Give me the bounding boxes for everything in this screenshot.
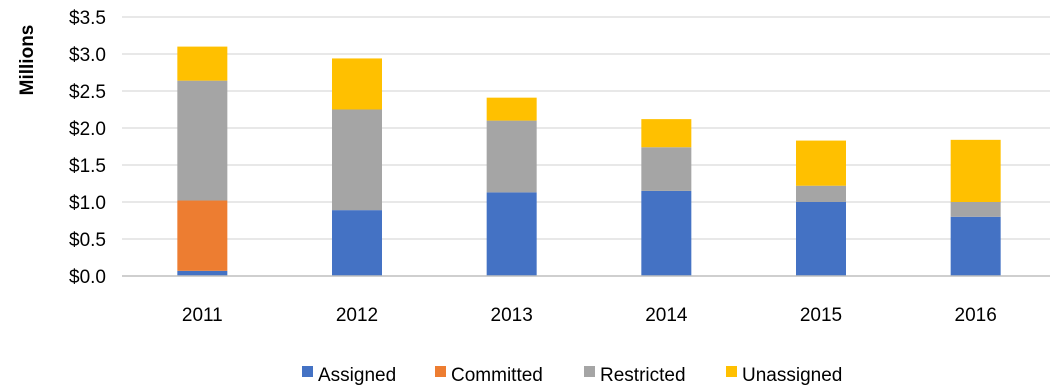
bar-assigned-2016 [950, 216, 1001, 276]
legend-label-restricted: Restricted [600, 365, 686, 386]
bar-unassigned-2015 [796, 140, 846, 186]
legend-swatch-committed [435, 366, 446, 377]
y-tick-label: $2.0 [69, 119, 106, 140]
bar-assigned-2014 [641, 190, 692, 276]
bar-unassigned-2014 [641, 119, 692, 148]
y-axis-label: Millions [17, 25, 38, 96]
y-tick-label: $3.5 [69, 8, 106, 29]
bar-restricted-2012 [332, 109, 382, 211]
legend: Assigned Committed Restricted Unassigned [302, 365, 842, 386]
y-tick-label: $0.0 [69, 267, 106, 288]
legend-label-assigned: Assigned [318, 365, 396, 386]
legend-swatch-restricted [584, 366, 595, 377]
y-tick-label: $1.5 [69, 156, 106, 177]
bars [177, 46, 1001, 276]
bar-assigned-2015 [796, 202, 846, 276]
bar-assigned-2013 [486, 192, 537, 276]
bar-restricted-2013 [486, 120, 537, 193]
y-tick-label: $2.5 [69, 82, 106, 103]
bar-unassigned-2011 [177, 46, 228, 81]
legend-label-committed: Committed [451, 365, 543, 386]
bar-unassigned-2012 [332, 58, 382, 110]
legend-swatch-unassigned [726, 366, 737, 377]
bar-unassigned-2013 [486, 97, 537, 121]
y-tick-label: $3.0 [69, 45, 106, 66]
y-tick-label: $0.5 [69, 230, 106, 251]
x-tick-label: 2014 [645, 305, 688, 326]
bar-restricted-2014 [641, 147, 692, 191]
bar-unassigned-2016 [950, 139, 1001, 202]
x-axis-ticks: 2011 2012 2013 2014 2015 2016 [182, 305, 997, 326]
y-axis-ticks: $0.0 $0.5 $1.0 $1.5 $2.0 $2.5 $3.0 $3.5 [69, 8, 106, 288]
y-tick-label: $1.0 [69, 193, 106, 214]
legend-label-unassigned: Unassigned [742, 365, 842, 386]
bar-restricted-2015 [796, 185, 846, 202]
x-tick-label: 2012 [336, 305, 378, 326]
x-tick-label: 2011 [182, 305, 223, 326]
x-tick-label: 2013 [491, 305, 533, 326]
legend-swatch-assigned [302, 366, 313, 377]
gridlines [122, 16, 1050, 240]
bar-assigned-2012 [332, 210, 382, 276]
x-tick-label: 2016 [955, 305, 997, 326]
bar-assigned-2011 [177, 270, 228, 276]
x-tick-label: 2015 [800, 305, 842, 326]
bar-committed-2011 [177, 200, 228, 271]
bar-restricted-2016 [950, 202, 1001, 217]
bar-restricted-2011 [177, 80, 228, 201]
